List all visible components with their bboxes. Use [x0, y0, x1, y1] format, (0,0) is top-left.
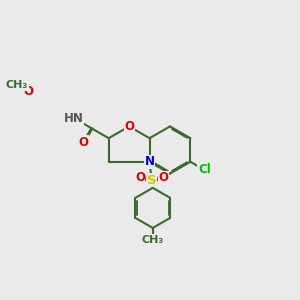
Text: O: O	[78, 136, 88, 149]
Text: O: O	[158, 171, 169, 184]
Text: N: N	[145, 155, 154, 168]
Text: CH₃: CH₃	[142, 235, 164, 245]
Text: CH₃: CH₃	[6, 80, 28, 90]
Text: O: O	[124, 120, 134, 133]
Text: HN: HN	[64, 112, 84, 125]
Text: O: O	[23, 85, 33, 98]
Text: S: S	[147, 173, 157, 187]
Text: Cl: Cl	[198, 163, 211, 176]
Text: O: O	[135, 171, 145, 184]
